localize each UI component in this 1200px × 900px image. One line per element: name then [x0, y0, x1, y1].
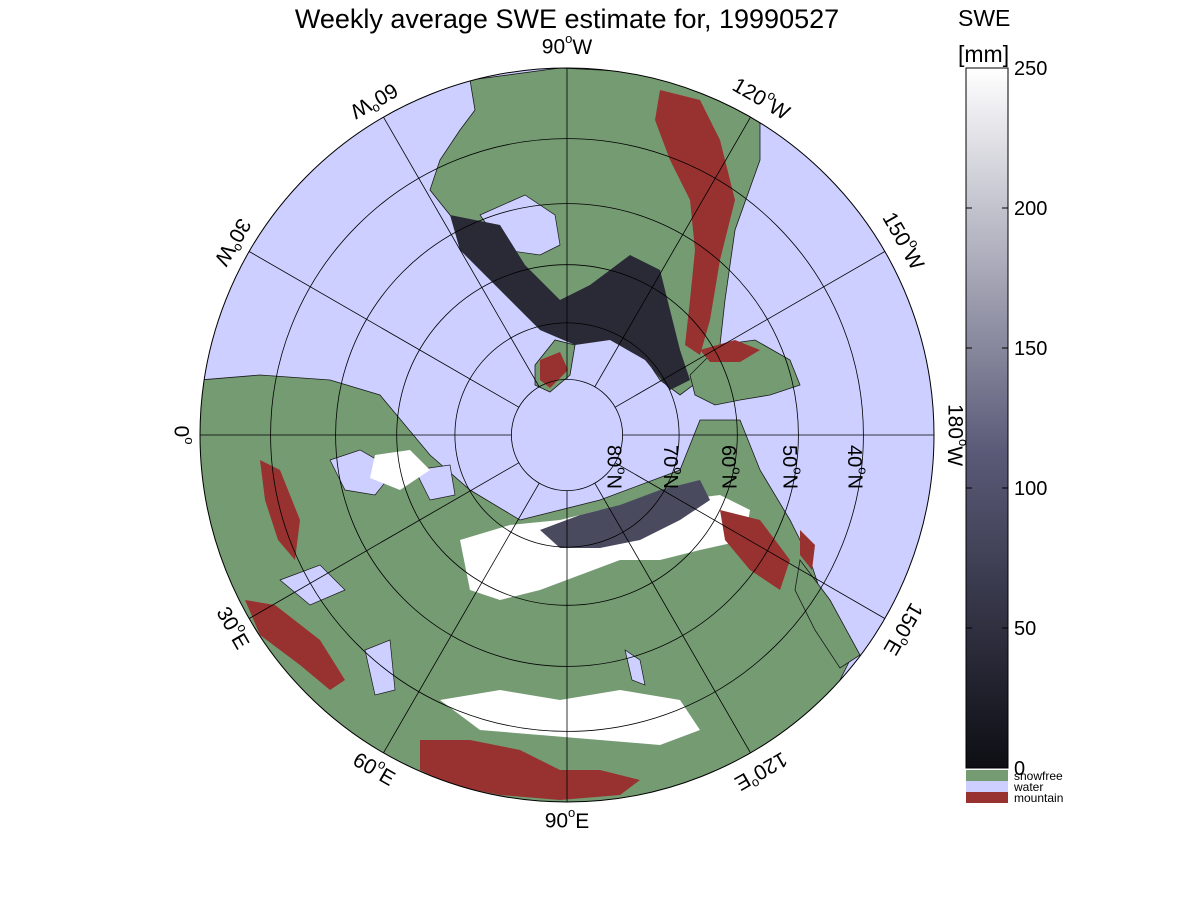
lat-label: 40oN	[843, 445, 870, 489]
colorbar-tick-label: 50	[1014, 618, 1036, 640]
mountain-east-siberia	[720, 510, 790, 590]
mountain-rockies	[655, 90, 735, 355]
class-label-water: water	[1013, 780, 1043, 794]
meridian-300	[383, 482, 540, 754]
meridian-330	[248, 462, 520, 619]
lat-label: 60oN	[717, 445, 744, 489]
meridian-240	[594, 482, 751, 754]
mountain-greenland-coast	[540, 352, 568, 388]
black-sea	[279, 564, 346, 606]
meridian-30	[248, 251, 520, 408]
colorbar-tick-label: 200	[1014, 198, 1047, 220]
mountain-alps-caucasus	[245, 600, 345, 690]
class-swatch-snowfree	[966, 770, 1008, 781]
white-sea	[414, 464, 456, 501]
meridian-120	[594, 116, 751, 388]
lat-label: 70oN	[659, 445, 686, 489]
meridian-150	[614, 251, 886, 408]
lake-baikal	[624, 649, 646, 686]
map-border	[199, 67, 935, 803]
colorbar: SWE [mm] 250 200 150 100 50 0 snowfreewatermo…	[958, 5, 1063, 805]
colorbar-label-unit: [mm]	[958, 41, 1009, 67]
lon-label: 0o	[169, 426, 196, 445]
lat-label: 50oN	[778, 445, 805, 489]
land-sakhalin-japan	[794, 559, 861, 669]
lat-label: 80oN	[602, 445, 629, 489]
colorbar-tick-label: 250	[1014, 58, 1047, 80]
graticule	[200, 68, 934, 802]
map-title: Weekly average SWE estimate for, 1999052…	[295, 4, 839, 34]
snow-layer	[370, 215, 750, 745]
colorbar-tick-label: 100	[1014, 478, 1047, 500]
snow-siberia-dark	[540, 480, 710, 548]
colorbar-gradient	[965, 67, 1009, 769]
lon-label: 90oE	[545, 805, 590, 832]
colorbar-label-top: SWE	[958, 5, 1010, 31]
colorbar-tick-label: 0	[1014, 758, 1025, 780]
caspian-sea	[364, 639, 396, 696]
colorbar-tick-label: 150	[1014, 338, 1047, 360]
snow-central-asia	[440, 690, 700, 745]
lon-label: 90oW	[542, 31, 593, 58]
latitude-labels: 80oN 70oN 60oN 50oN 40oN	[602, 445, 870, 489]
meridian-60	[383, 116, 540, 388]
class-swatch-mountain	[966, 792, 1008, 803]
polar-map	[200, 68, 934, 802]
colorbar-ticks: 250 200 150 100 50 0	[966, 58, 1047, 780]
class-label-snowfree: snowfree	[1014, 769, 1063, 783]
mountain-himalaya-tibet	[420, 740, 640, 800]
class-label-mountain: mountain	[1014, 791, 1063, 805]
meridian-210	[614, 462, 886, 619]
snow-canadian-arctic	[450, 215, 690, 390]
class-swatch-water	[966, 781, 1008, 792]
mountain-kamchatka	[800, 530, 815, 570]
mountain-alaska-range	[700, 340, 760, 362]
